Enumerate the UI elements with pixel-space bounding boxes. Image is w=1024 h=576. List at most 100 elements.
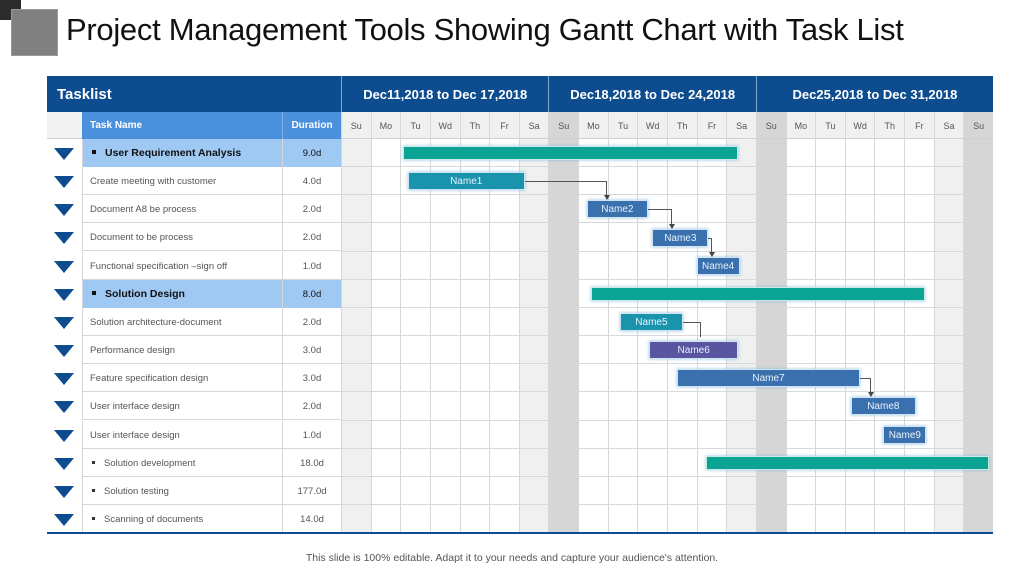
bullet-icon: [92, 460, 95, 464]
task-row[interactable]: Document A8 be process 2.0d: [47, 195, 341, 224]
day-header: Tu: [815, 112, 845, 139]
task-name-cell: Functional specification –sign off: [82, 251, 282, 280]
collapse-toggle[interactable]: [47, 139, 82, 167]
collapse-toggle[interactable]: [47, 251, 82, 280]
collapse-toggle[interactable]: [47, 307, 82, 336]
task-name-label: Functional specification –sign off: [90, 260, 228, 272]
triangle-down-icon: [54, 513, 74, 526]
task-bar[interactable]: Name5: [619, 312, 684, 331]
grid-row-line: [341, 419, 993, 421]
task-row[interactable]: Solution architecture-document 2.0d: [47, 307, 341, 336]
task-row[interactable]: Feature specification design 3.0d: [47, 364, 341, 393]
triangle-down-icon: [54, 288, 74, 301]
collapse-toggle[interactable]: [47, 392, 82, 421]
task-row[interactable]: Document to be process 2.0d: [47, 223, 341, 252]
day-header: Sa: [933, 112, 964, 139]
task-name-cell: User interface design: [82, 392, 282, 421]
duration-cell: 2.0d: [282, 392, 341, 421]
task-row[interactable]: User interface design 2.0d: [47, 392, 341, 421]
task-row[interactable]: User interface design 1.0d: [47, 420, 341, 449]
task-row[interactable]: Solution development 18.0d: [47, 448, 341, 477]
collapse-toggle[interactable]: [47, 336, 82, 365]
grid-row-line: [341, 447, 993, 449]
grid-row-line: [341, 391, 993, 393]
day-header: Th: [667, 112, 697, 139]
day-header: Su: [341, 112, 371, 139]
day-header: Sa: [726, 112, 756, 139]
task-name-label: Feature specification design: [90, 373, 209, 385]
day-header: Tu: [607, 112, 638, 139]
task-bar[interactable]: Name7: [677, 369, 860, 388]
task-name-cell: Document to be process: [82, 223, 282, 252]
duration-cell: 3.0d: [282, 336, 341, 365]
task-row[interactable]: Solution Design 8.0d: [47, 279, 341, 308]
triangle-down-icon: [54, 204, 74, 217]
day-header: Mo: [370, 112, 401, 139]
task-name-cell: Solution testing: [82, 476, 282, 505]
collapse-toggle[interactable]: [47, 420, 82, 449]
task-bar[interactable]: Name1: [407, 172, 525, 191]
task-row[interactable]: User Requirement Analysis 9.0d: [47, 139, 341, 167]
task-bar[interactable]: Name6: [649, 341, 739, 360]
collapse-column-header: [47, 112, 82, 139]
triangle-down-icon: [54, 429, 74, 442]
day-header: Fr: [696, 112, 727, 139]
week-header-2: Dec18,2018 to Dec 24,2018: [548, 76, 756, 112]
triangle-down-icon: [54, 485, 74, 498]
duration-cell: 4.0d: [282, 167, 341, 196]
task-name-cell: Scanning of documents: [82, 504, 282, 533]
triangle-down-icon: [54, 316, 74, 329]
week-header-3: Dec25,2018 to Dec 31,2018: [755, 76, 993, 112]
collapse-toggle[interactable]: [47, 448, 82, 477]
summary-bar[interactable]: [591, 286, 925, 301]
duration-cell: 9.0d: [282, 139, 341, 167]
collapse-toggle[interactable]: [47, 279, 82, 308]
day-header: Su: [548, 112, 579, 139]
triangle-down-icon: [54, 148, 74, 160]
summary-bar[interactable]: [705, 455, 989, 470]
collapse-toggle[interactable]: [47, 195, 82, 224]
task-row[interactable]: Performance design 3.0d: [47, 336, 341, 365]
task-name-cell: Solution Design: [82, 279, 282, 308]
task-name-cell: Solution development: [82, 448, 282, 477]
task-row[interactable]: Functional specification –sign off 1.0d: [47, 251, 341, 280]
collapse-toggle[interactable]: [47, 504, 82, 533]
dependency-line: [647, 209, 672, 225]
triangle-down-icon: [54, 176, 74, 189]
duration-cell: 18.0d: [282, 448, 341, 477]
task-bar[interactable]: Name8: [850, 397, 916, 416]
task-name-label: Create meeting with customer: [90, 176, 217, 188]
task-name-label: Solution development: [104, 457, 196, 469]
collapse-toggle[interactable]: [47, 167, 82, 196]
task-row[interactable]: Create meeting with customer 4.0d: [47, 167, 341, 196]
dependency-line: [524, 181, 607, 197]
duration-cell: 2.0d: [282, 307, 341, 336]
task-name-label: Performance design: [90, 345, 176, 357]
collapse-toggle[interactable]: [47, 223, 82, 252]
triangle-down-icon: [54, 457, 74, 470]
day-header: Sa: [518, 112, 549, 139]
task-name-cell: Solution architecture-document: [82, 307, 282, 336]
summary-bar[interactable]: [403, 146, 739, 161]
task-name-label: User interface design: [90, 429, 180, 441]
task-bar[interactable]: Name3: [652, 228, 709, 247]
task-name-cell: User Requirement Analysis: [82, 139, 282, 167]
task-bar[interactable]: Name9: [883, 425, 927, 444]
task-bar[interactable]: Name2: [586, 200, 648, 219]
task-name-cell: Document A8 be process: [82, 195, 282, 224]
task-name-cell: User interface design: [82, 420, 282, 449]
duration-cell: 1.0d: [282, 251, 341, 280]
collapse-toggle[interactable]: [47, 364, 82, 393]
day-header: Mo: [578, 112, 608, 139]
task-row[interactable]: Scanning of documents 14.0d: [47, 504, 341, 533]
collapse-toggle[interactable]: [47, 476, 82, 505]
task-row[interactable]: Solution testing 177.0d: [47, 476, 341, 505]
task-name-label: Solution Design: [105, 287, 185, 300]
task-name-label: Scanning of documents: [104, 513, 204, 525]
task-bar[interactable]: Name4: [696, 256, 740, 275]
grid-row-line: [341, 335, 993, 337]
day-header: Th: [874, 112, 905, 139]
triangle-down-icon: [54, 401, 74, 414]
arrow-down-icon: [668, 223, 675, 229]
triangle-down-icon: [54, 260, 74, 273]
